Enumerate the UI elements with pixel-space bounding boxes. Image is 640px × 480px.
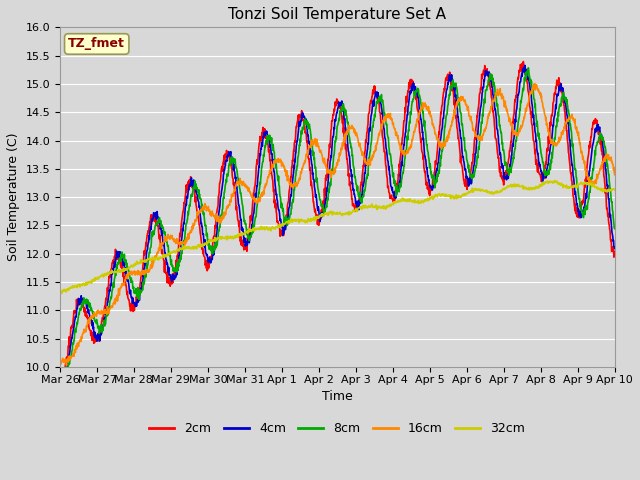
32cm (497, 188, 504, 194)
16cm (166, 236, 174, 241)
Line: 4cm: 4cm (60, 65, 614, 388)
16cm (531, 81, 539, 86)
32cm (166, 251, 174, 257)
2cm (424, 184, 431, 190)
8cm (424, 148, 431, 154)
2cm (546, 136, 554, 142)
16cm (180, 240, 188, 246)
4cm (521, 62, 529, 68)
Title: Tonzi Soil Temperature Set A: Tonzi Soil Temperature Set A (228, 7, 446, 22)
16cm (611, 172, 618, 178)
4cm (611, 246, 618, 252)
4cm (166, 272, 174, 278)
2cm (166, 283, 174, 289)
4cm (242, 241, 250, 247)
8cm (242, 221, 250, 227)
32cm (58, 291, 66, 297)
Y-axis label: Soil Temperature (C): Soil Temperature (C) (7, 133, 20, 262)
Line: 2cm: 2cm (60, 61, 614, 384)
Legend: 2cm, 4cm, 8cm, 16cm, 32cm: 2cm, 4cm, 8cm, 16cm, 32cm (145, 418, 531, 440)
2cm (497, 164, 504, 169)
8cm (525, 65, 532, 71)
Line: 8cm: 8cm (60, 68, 614, 376)
32cm (611, 187, 618, 193)
4cm (546, 151, 554, 157)
16cm (546, 132, 554, 138)
32cm (56, 289, 64, 295)
4cm (497, 150, 504, 156)
2cm (58, 381, 66, 387)
Line: 16cm: 16cm (60, 84, 614, 365)
8cm (56, 369, 64, 374)
2cm (180, 205, 188, 211)
16cm (63, 362, 70, 368)
4cm (56, 379, 64, 384)
16cm (242, 182, 250, 188)
2cm (520, 59, 527, 64)
4cm (180, 220, 188, 226)
4cm (424, 174, 431, 180)
32cm (551, 178, 559, 183)
X-axis label: Time: Time (322, 390, 353, 403)
16cm (424, 106, 431, 111)
8cm (497, 125, 504, 131)
16cm (497, 86, 504, 92)
2cm (611, 249, 618, 254)
32cm (545, 180, 553, 185)
16cm (56, 359, 64, 365)
32cm (424, 195, 431, 201)
2cm (56, 377, 64, 383)
Text: TZ_fmet: TZ_fmet (68, 37, 125, 50)
8cm (56, 373, 64, 379)
32cm (180, 246, 188, 252)
8cm (166, 252, 174, 258)
8cm (180, 238, 188, 243)
4cm (58, 385, 66, 391)
Line: 32cm: 32cm (60, 180, 614, 294)
32cm (242, 228, 250, 234)
8cm (611, 226, 618, 231)
8cm (546, 166, 554, 171)
2cm (242, 247, 250, 252)
